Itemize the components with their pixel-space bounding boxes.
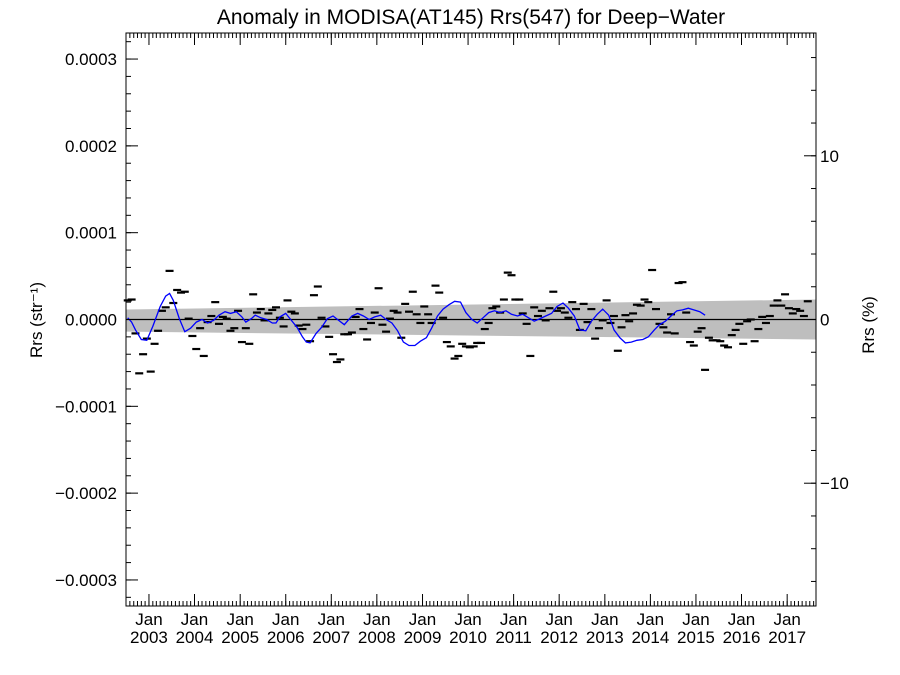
x-tick-month-label: Jan <box>454 610 481 629</box>
x-tick-year-label: 2013 <box>586 628 624 647</box>
y-axis-label: Rrs (str⁻¹) <box>27 282 46 358</box>
y-tick-label: 0.0000 <box>65 311 117 330</box>
x-tick-year-label: 2005 <box>221 628 259 647</box>
y2-tick-label: 0 <box>820 311 829 330</box>
x-tick-month-label: Jan <box>318 610 345 629</box>
y2-axis: 10 0 −10 <box>804 57 849 582</box>
x-tick-month-label: Jan <box>226 610 253 629</box>
smoothed-anomaly-line <box>127 292 706 347</box>
x-tick-month-label: Jan <box>545 610 572 629</box>
x-tick-year-label: 2010 <box>449 628 487 647</box>
y2-axis-label: Rrs (%) <box>859 296 878 354</box>
x-tick-year-label: 2003 <box>130 628 168 647</box>
y-tick-label: −0.0003 <box>55 571 117 590</box>
x-tick-year-label: 2007 <box>312 628 350 647</box>
y-tick-label: 0.0002 <box>65 137 117 156</box>
y-axis: 0.0003 0.0002 0.0001 0.0000 −0.0001 −0.0002 −0… <box>55 41 138 598</box>
x-tick-month-label: Jan <box>181 610 208 629</box>
x-tick-month-label: Jan <box>135 610 162 629</box>
x-tick-month-label: Jan <box>500 610 527 629</box>
x-tick-year-label: 2011 <box>495 628 532 647</box>
x-tick-year-label: 2017 <box>768 628 806 647</box>
y-tick-label: −0.0002 <box>55 484 117 503</box>
x-tick-month-label: Jan <box>409 610 436 629</box>
x-tick-year-label: 2015 <box>677 628 715 647</box>
x-axis: Jan2003Jan2004Jan2005Jan2006Jan2007Jan20… <box>125 33 815 647</box>
x-tick-month-label: Jan <box>363 610 390 629</box>
x-tick-year-label: 2014 <box>631 628 669 647</box>
y-tick-label: −0.0001 <box>55 397 117 416</box>
x-tick-year-label: 2012 <box>540 628 578 647</box>
x-tick-month-label: Jan <box>272 610 299 629</box>
y2-tick-label: 10 <box>820 147 839 166</box>
x-tick-year-label: 2004 <box>176 628 214 647</box>
x-tick-year-label: 2006 <box>267 628 305 647</box>
y-tick-label: 0.0001 <box>65 224 117 243</box>
x-tick-month-label: Jan <box>637 610 664 629</box>
x-tick-month-label: Jan <box>682 610 709 629</box>
y2-tick-label: −10 <box>820 474 849 493</box>
plot-area: 0.0003 0.0002 0.0001 0.0000 −0.0001 −0.0002 −0… <box>55 32 849 647</box>
x-tick-year-label: 2009 <box>404 628 442 647</box>
y-tick-label: 0.0003 <box>65 50 117 69</box>
x-tick-year-label: 2008 <box>358 628 396 647</box>
chart-title: Anomaly in MODISA(AT145) Rrs(547) for De… <box>217 6 725 29</box>
monthly-anomaly-series <box>123 268 812 375</box>
x-tick-month-label: Jan <box>773 610 800 629</box>
x-tick-year-label: 2016 <box>723 628 761 647</box>
x-tick-month-label: Jan <box>728 610 755 629</box>
x-tick-month-label: Jan <box>591 610 618 629</box>
